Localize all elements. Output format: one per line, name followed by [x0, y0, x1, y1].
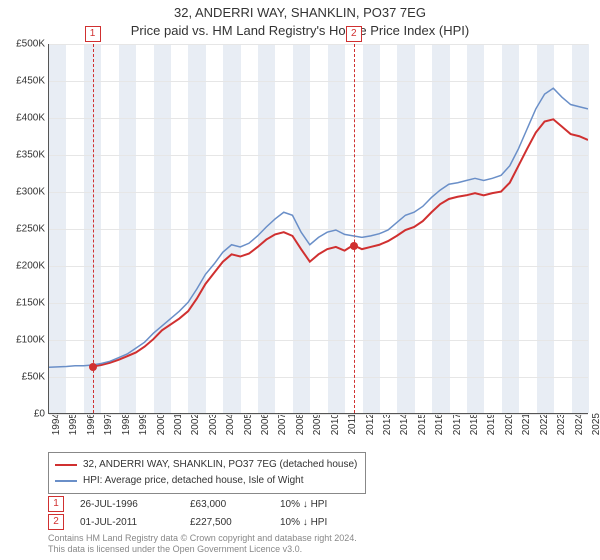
chart-svg: [49, 44, 588, 413]
sale-price: £63,000: [190, 499, 280, 510]
y-tick-label: £300K: [16, 187, 49, 198]
y-tick-label: £400K: [16, 113, 49, 124]
sale-dot: [350, 242, 358, 250]
x-tick-label: 2013: [380, 413, 393, 435]
x-tick-label: 2006: [258, 413, 271, 435]
x-tick-label: 2002: [188, 413, 201, 435]
y-tick-label: £250K: [16, 224, 49, 235]
x-tick-label: 2016: [432, 413, 445, 435]
x-tick-label: 1994: [49, 413, 62, 435]
sale-date: 26-JUL-1996: [80, 499, 190, 510]
sale-marker-box: 2: [48, 514, 64, 530]
legend-swatch: [55, 464, 77, 466]
sale-marker-box: 1: [48, 496, 64, 512]
y-tick-label: £0: [34, 409, 49, 420]
legend-swatch: [55, 480, 77, 482]
x-tick-label: 2017: [450, 413, 463, 435]
chart-container: 32, ANDERRI WAY, SHANKLIN, PO37 7EG Pric…: [0, 0, 600, 560]
x-tick-label: 2007: [275, 413, 288, 435]
series-line-price_paid: [92, 119, 588, 366]
sale-dot: [89, 363, 97, 371]
x-tick-label: 1999: [136, 413, 149, 435]
x-tick-label: 2018: [467, 413, 480, 435]
y-tick-label: £50K: [22, 372, 49, 383]
x-tick-label: 2015: [415, 413, 428, 435]
sale-date: 01-JUL-2011: [80, 517, 190, 528]
x-tick-label: 1998: [119, 413, 132, 435]
y-tick-label: £200K: [16, 261, 49, 272]
x-tick-label: 2024: [572, 413, 585, 435]
sale-marker-flag: 2: [346, 26, 362, 42]
sale-diff: 10% ↓ HPI: [280, 517, 327, 528]
x-tick-label: 2023: [554, 413, 567, 435]
x-tick-label: 1997: [101, 413, 114, 435]
footer: Contains HM Land Registry data © Crown c…: [48, 533, 357, 556]
x-tick-label: 2019: [484, 413, 497, 435]
x-tick-label: 2020: [502, 413, 515, 435]
sale-row: 1 26-JUL-1996 £63,000 10% ↓ HPI: [48, 496, 327, 512]
x-tick-label: 1996: [84, 413, 97, 435]
sale-diff: 10% ↓ HPI: [280, 499, 327, 510]
y-tick-label: £150K: [16, 298, 49, 309]
x-tick-label: 2010: [328, 413, 341, 435]
legend-label: HPI: Average price, detached house, Isle…: [83, 473, 304, 489]
x-tick-label: 1995: [66, 413, 79, 435]
x-tick-label: 2004: [223, 413, 236, 435]
footer-line-2: This data is licensed under the Open Gov…: [48, 544, 357, 556]
x-tick-label: 2003: [206, 413, 219, 435]
x-tick-label: 2001: [171, 413, 184, 435]
plot-area: £0£50K£100K£150K£200K£250K£300K£350K£400…: [48, 44, 588, 414]
x-tick-label: 2012: [363, 413, 376, 435]
x-tick-label: 2014: [397, 413, 410, 435]
x-tick-label: 2000: [154, 413, 167, 435]
x-tick-label: 2005: [241, 413, 254, 435]
sale-price: £227,500: [190, 517, 280, 528]
x-tick-label: 2022: [537, 413, 550, 435]
y-tick-label: £450K: [16, 76, 49, 87]
legend-item-hpi: HPI: Average price, detached house, Isle…: [55, 473, 357, 489]
sale-row: 2 01-JUL-2011 £227,500 10% ↓ HPI: [48, 514, 327, 530]
legend-item-price-paid: 32, ANDERRI WAY, SHANKLIN, PO37 7EG (det…: [55, 457, 357, 473]
legend: 32, ANDERRI WAY, SHANKLIN, PO37 7EG (det…: [48, 452, 366, 494]
y-tick-label: £500K: [16, 39, 49, 50]
x-tick-label: 2025: [589, 413, 600, 435]
sale-marker-flag: 1: [85, 26, 101, 42]
title-line-1: 32, ANDERRI WAY, SHANKLIN, PO37 7EG: [0, 4, 600, 22]
y-tick-label: £100K: [16, 335, 49, 346]
y-tick-label: £350K: [16, 150, 49, 161]
x-tick-label: 2011: [345, 413, 358, 435]
legend-label: 32, ANDERRI WAY, SHANKLIN, PO37 7EG (det…: [83, 457, 357, 473]
series-line-hpi: [49, 88, 588, 367]
x-tick-label: 2009: [310, 413, 323, 435]
x-tick-label: 2021: [519, 413, 532, 435]
x-tick-label: 2008: [293, 413, 306, 435]
footer-line-1: Contains HM Land Registry data © Crown c…: [48, 533, 357, 545]
